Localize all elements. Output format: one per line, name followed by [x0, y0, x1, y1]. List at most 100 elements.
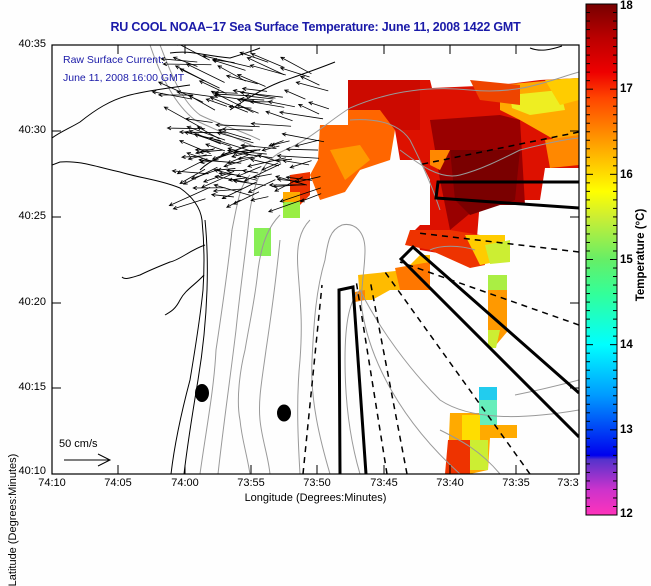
isobath: [258, 239, 281, 474]
current-vector: [187, 154, 207, 161]
current-vector: [157, 92, 193, 98]
sst-patch: [479, 387, 497, 400]
current-vector: [249, 64, 286, 76]
current-vector: [172, 198, 206, 210]
y-axis-title: Latitude (Degrees:Minutes): [7, 453, 19, 586]
isobath: [159, 45, 261, 141]
shoreline: [52, 84, 191, 139]
dashed-line: [399, 261, 579, 326]
current-vector: [179, 168, 206, 184]
current-vector: [188, 95, 216, 111]
current-vector: [212, 58, 235, 64]
current-vector: [171, 169, 209, 175]
current-vector: [221, 127, 253, 132]
current-vector: [236, 74, 266, 87]
sst-patch: [470, 80, 520, 105]
current-vector: [270, 140, 290, 147]
current-vector: [185, 63, 225, 83]
current-vector: [151, 90, 193, 100]
sst-patch: [510, 90, 565, 115]
current-vector: [247, 157, 286, 168]
current-vector: [211, 145, 246, 160]
shoreline: [183, 219, 208, 474]
current-vector: [285, 175, 312, 181]
current-vector: [246, 57, 284, 76]
current-vector: [168, 186, 211, 207]
solid-box: [398, 244, 579, 439]
current-vector: [265, 110, 293, 122]
solid-box: [337, 285, 368, 474]
current-vector: [221, 181, 257, 199]
colorbar-ticks: [586, 3, 617, 516]
isobath: [217, 71, 579, 474]
current-vector: [268, 182, 306, 188]
isobath: [514, 379, 579, 396]
chart-title: RU COOL NOAA–17 Sea Surface Temperature:…: [110, 20, 521, 34]
river: [121, 244, 206, 279]
current-vector: [282, 158, 310, 166]
sst-patch: [330, 145, 370, 180]
current-vector: [181, 154, 212, 160]
sst-patch: [470, 440, 488, 470]
x-tick-label: 73:50: [303, 477, 331, 489]
current-vector: [276, 153, 319, 159]
colorbar-label: 14: [620, 339, 633, 351]
sst-map: [51, 3, 618, 516]
sst-patch: [445, 440, 470, 474]
isobath: [439, 429, 501, 474]
current-vector: [212, 188, 243, 193]
colorbar-title: Temperature (°C): [635, 208, 647, 302]
current-vector: [289, 160, 312, 169]
current-vector: [240, 143, 277, 150]
transect-lines: [302, 131, 579, 474]
current-label: Raw Surface Current:: [63, 54, 164, 66]
sst-patch: [488, 275, 507, 290]
isobath: [311, 223, 461, 474]
current-vector: [179, 68, 220, 89]
current-vector: [278, 110, 324, 120]
current-vector: [261, 162, 279, 171]
isobath: [429, 245, 476, 251]
y-tick-label: 40:30: [18, 124, 46, 136]
dashed-line: [417, 232, 579, 253]
sst-patch: [545, 78, 579, 105]
buoy-marker[interactable]: [195, 384, 209, 402]
sst-patch: [430, 150, 450, 170]
current-timestamp: June 11, 2008 16:00 GMT: [63, 72, 185, 84]
x-tick-label: 74:10: [38, 477, 66, 489]
plot-content: [52, 45, 579, 474]
shoreline: [529, 45, 563, 51]
isobath: [297, 219, 311, 474]
colorbar-label: 16: [620, 169, 633, 181]
y-tick-label: 40:35: [18, 38, 46, 50]
current-vector: [183, 130, 222, 142]
current-vector: [285, 147, 319, 152]
x-tick-label: 73:3: [557, 477, 579, 489]
current-vector: [198, 149, 223, 155]
current-vector: [279, 187, 322, 203]
current-vector: [223, 154, 261, 168]
current-vector: [283, 89, 306, 100]
y-tick-label: 40:20: [18, 296, 46, 308]
sst-patch: [488, 330, 500, 348]
scale-arrow-label: 50 cm/s: [59, 438, 98, 450]
current-vector: [198, 158, 242, 164]
sst-patch: [462, 415, 480, 440]
current-vector: [210, 90, 254, 113]
dashed-line: [384, 271, 531, 474]
current-vector: [267, 198, 305, 213]
sst-patch: [485, 240, 510, 264]
sst-patch: [488, 275, 507, 345]
buoy-marker[interactable]: [277, 404, 291, 422]
current-vector: [295, 81, 329, 92]
current-vector: [213, 92, 251, 97]
current-vector: [299, 75, 320, 86]
current-vector: [182, 166, 218, 185]
colorbar-label: 17: [620, 83, 633, 95]
current-vector: [250, 121, 292, 127]
current-vector: [226, 168, 245, 173]
current-vector: [241, 86, 268, 92]
current-vector: [226, 199, 241, 208]
colorbar-label: 12: [620, 508, 633, 520]
current-vector: [215, 122, 260, 128]
